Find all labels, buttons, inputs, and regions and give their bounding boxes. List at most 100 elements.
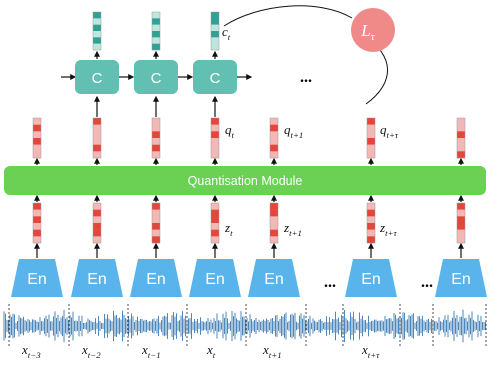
quantised-q-vectors	[32, 117, 466, 165]
z-vector-7-cell	[457, 223, 465, 230]
x-label-6: xt+τ	[361, 342, 380, 360]
z-vector-7	[456, 202, 466, 244]
encoder-block-2: En	[71, 242, 123, 297]
q-vector-5-border	[269, 117, 279, 159]
z-vector-1-cell	[33, 203, 41, 210]
c-vector-3-cell	[211, 31, 219, 38]
q-ttau-label: qt+τ	[380, 122, 399, 140]
encoder-label: En	[361, 271, 381, 288]
z-vector-7-border	[456, 202, 466, 244]
encoder-trapezoid	[11, 259, 63, 297]
encoder-block-1: En	[11, 242, 63, 297]
encoder-trapezoid	[345, 259, 397, 297]
q-vector-4-cell	[211, 138, 219, 145]
z-vector-5-cell	[270, 203, 278, 210]
q-vector-4	[210, 117, 220, 159]
encoder-ellipsis-2: ...	[421, 274, 433, 291]
c-vector-2-cell	[152, 12, 160, 19]
q-vector-6-cell	[367, 138, 375, 145]
z-vector-6-cell	[367, 229, 375, 237]
z-vector-5-cell	[270, 209, 278, 217]
z-vector-5-cell	[270, 236, 278, 244]
c-t-label: ct	[222, 24, 231, 42]
q-vector-1-cell	[33, 118, 41, 125]
context-c-vectors	[92, 11, 220, 51]
encoder-label: En	[264, 271, 284, 288]
z-vector-3-cell	[152, 229, 160, 237]
q-vector-3-cell	[152, 151, 160, 159]
z-vector-4-border	[210, 202, 220, 244]
encoder-label: En	[87, 271, 107, 288]
z-vector-1-cell	[33, 223, 41, 230]
q-vector-4-cell	[211, 131, 219, 139]
z-vector-3-cell	[152, 209, 160, 217]
z-vector-3-cell	[152, 223, 160, 230]
q-vector-1	[32, 117, 42, 159]
z-vector-6-cell	[367, 203, 375, 210]
z-vector-4	[210, 202, 220, 244]
z-vector-7-cell	[457, 209, 465, 217]
c-vector-2-cell	[152, 24, 160, 32]
encoder-block-3: En	[130, 242, 182, 297]
z-vector-4-cell	[211, 223, 219, 230]
q-vector-3-cell	[152, 144, 160, 152]
q-vector-5-cell	[270, 124, 278, 132]
q-vector-4-border	[210, 117, 220, 159]
q-vector-3	[151, 117, 161, 159]
z-vector-3-cell	[152, 236, 160, 244]
z-vector-2-cell	[93, 216, 101, 224]
c-vector-3-border	[210, 11, 220, 51]
c-vector-3-cell	[211, 43, 219, 51]
context-label-1: C	[92, 70, 103, 87]
z-vector-2-cell	[93, 236, 101, 244]
q-t-label: qt	[225, 122, 235, 140]
q-t1-label: qt+1	[284, 122, 303, 140]
encoder-ellipsis-1: ...	[324, 274, 336, 291]
x-label-4: xt	[206, 342, 216, 360]
c-vector-1-cell	[93, 24, 101, 32]
c-vector-2-cell	[152, 31, 160, 38]
z-vector-4-cell	[211, 236, 219, 244]
q-vector-1-cell	[33, 151, 41, 159]
z-vector-7-cell	[457, 216, 465, 224]
q-vector-7	[456, 117, 466, 159]
q-vector-3-cell	[152, 131, 160, 139]
z-vector-1-cell	[33, 209, 41, 217]
z-vector-1	[32, 202, 42, 244]
z-vector-4-cell	[211, 216, 219, 224]
z-vector-1-cell	[33, 229, 41, 237]
z-vector-5-cell	[270, 216, 278, 224]
q-vector-7-cell	[457, 144, 465, 152]
encoder-label: En	[205, 271, 225, 288]
q-vector-2-border	[92, 117, 102, 159]
encoder-trapezoid	[435, 259, 487, 297]
z-vector-6-cell	[367, 209, 375, 217]
context-box-3	[193, 60, 237, 94]
q-vector-1-cell	[33, 138, 41, 145]
q-vector-2	[92, 117, 102, 159]
q-vector-5-cell	[270, 131, 278, 139]
q-vector-3-border	[151, 117, 161, 159]
z-vector-4-cell	[211, 203, 219, 210]
q-vector-6-cell	[367, 118, 375, 125]
q-vector-6-cell	[367, 151, 375, 159]
q-vector-6-cell	[367, 124, 375, 132]
z-vector-3	[151, 202, 161, 244]
context-box-2	[134, 60, 178, 94]
z-vector-6-cell	[367, 216, 375, 224]
q-vector-7-cell	[457, 138, 465, 145]
c-vector-3-cell	[211, 18, 219, 25]
q-vector-1-cell	[33, 144, 41, 152]
latent-z-vectors	[32, 194, 466, 244]
q-vector-7-border	[456, 117, 466, 159]
loss-label: Lτ	[360, 21, 375, 43]
z-vector-2-cell	[93, 203, 101, 210]
c-vector-1-border	[92, 11, 102, 51]
encoder-trapezoid	[71, 259, 123, 297]
z-vector-1-cell	[33, 216, 41, 224]
waveform-frame-dividers	[8, 304, 487, 346]
z-vector-3-cell	[152, 203, 160, 210]
c-vector-3	[210, 11, 220, 51]
z-vector-1-cell	[33, 236, 41, 244]
q-vector-4-cell	[211, 118, 219, 125]
